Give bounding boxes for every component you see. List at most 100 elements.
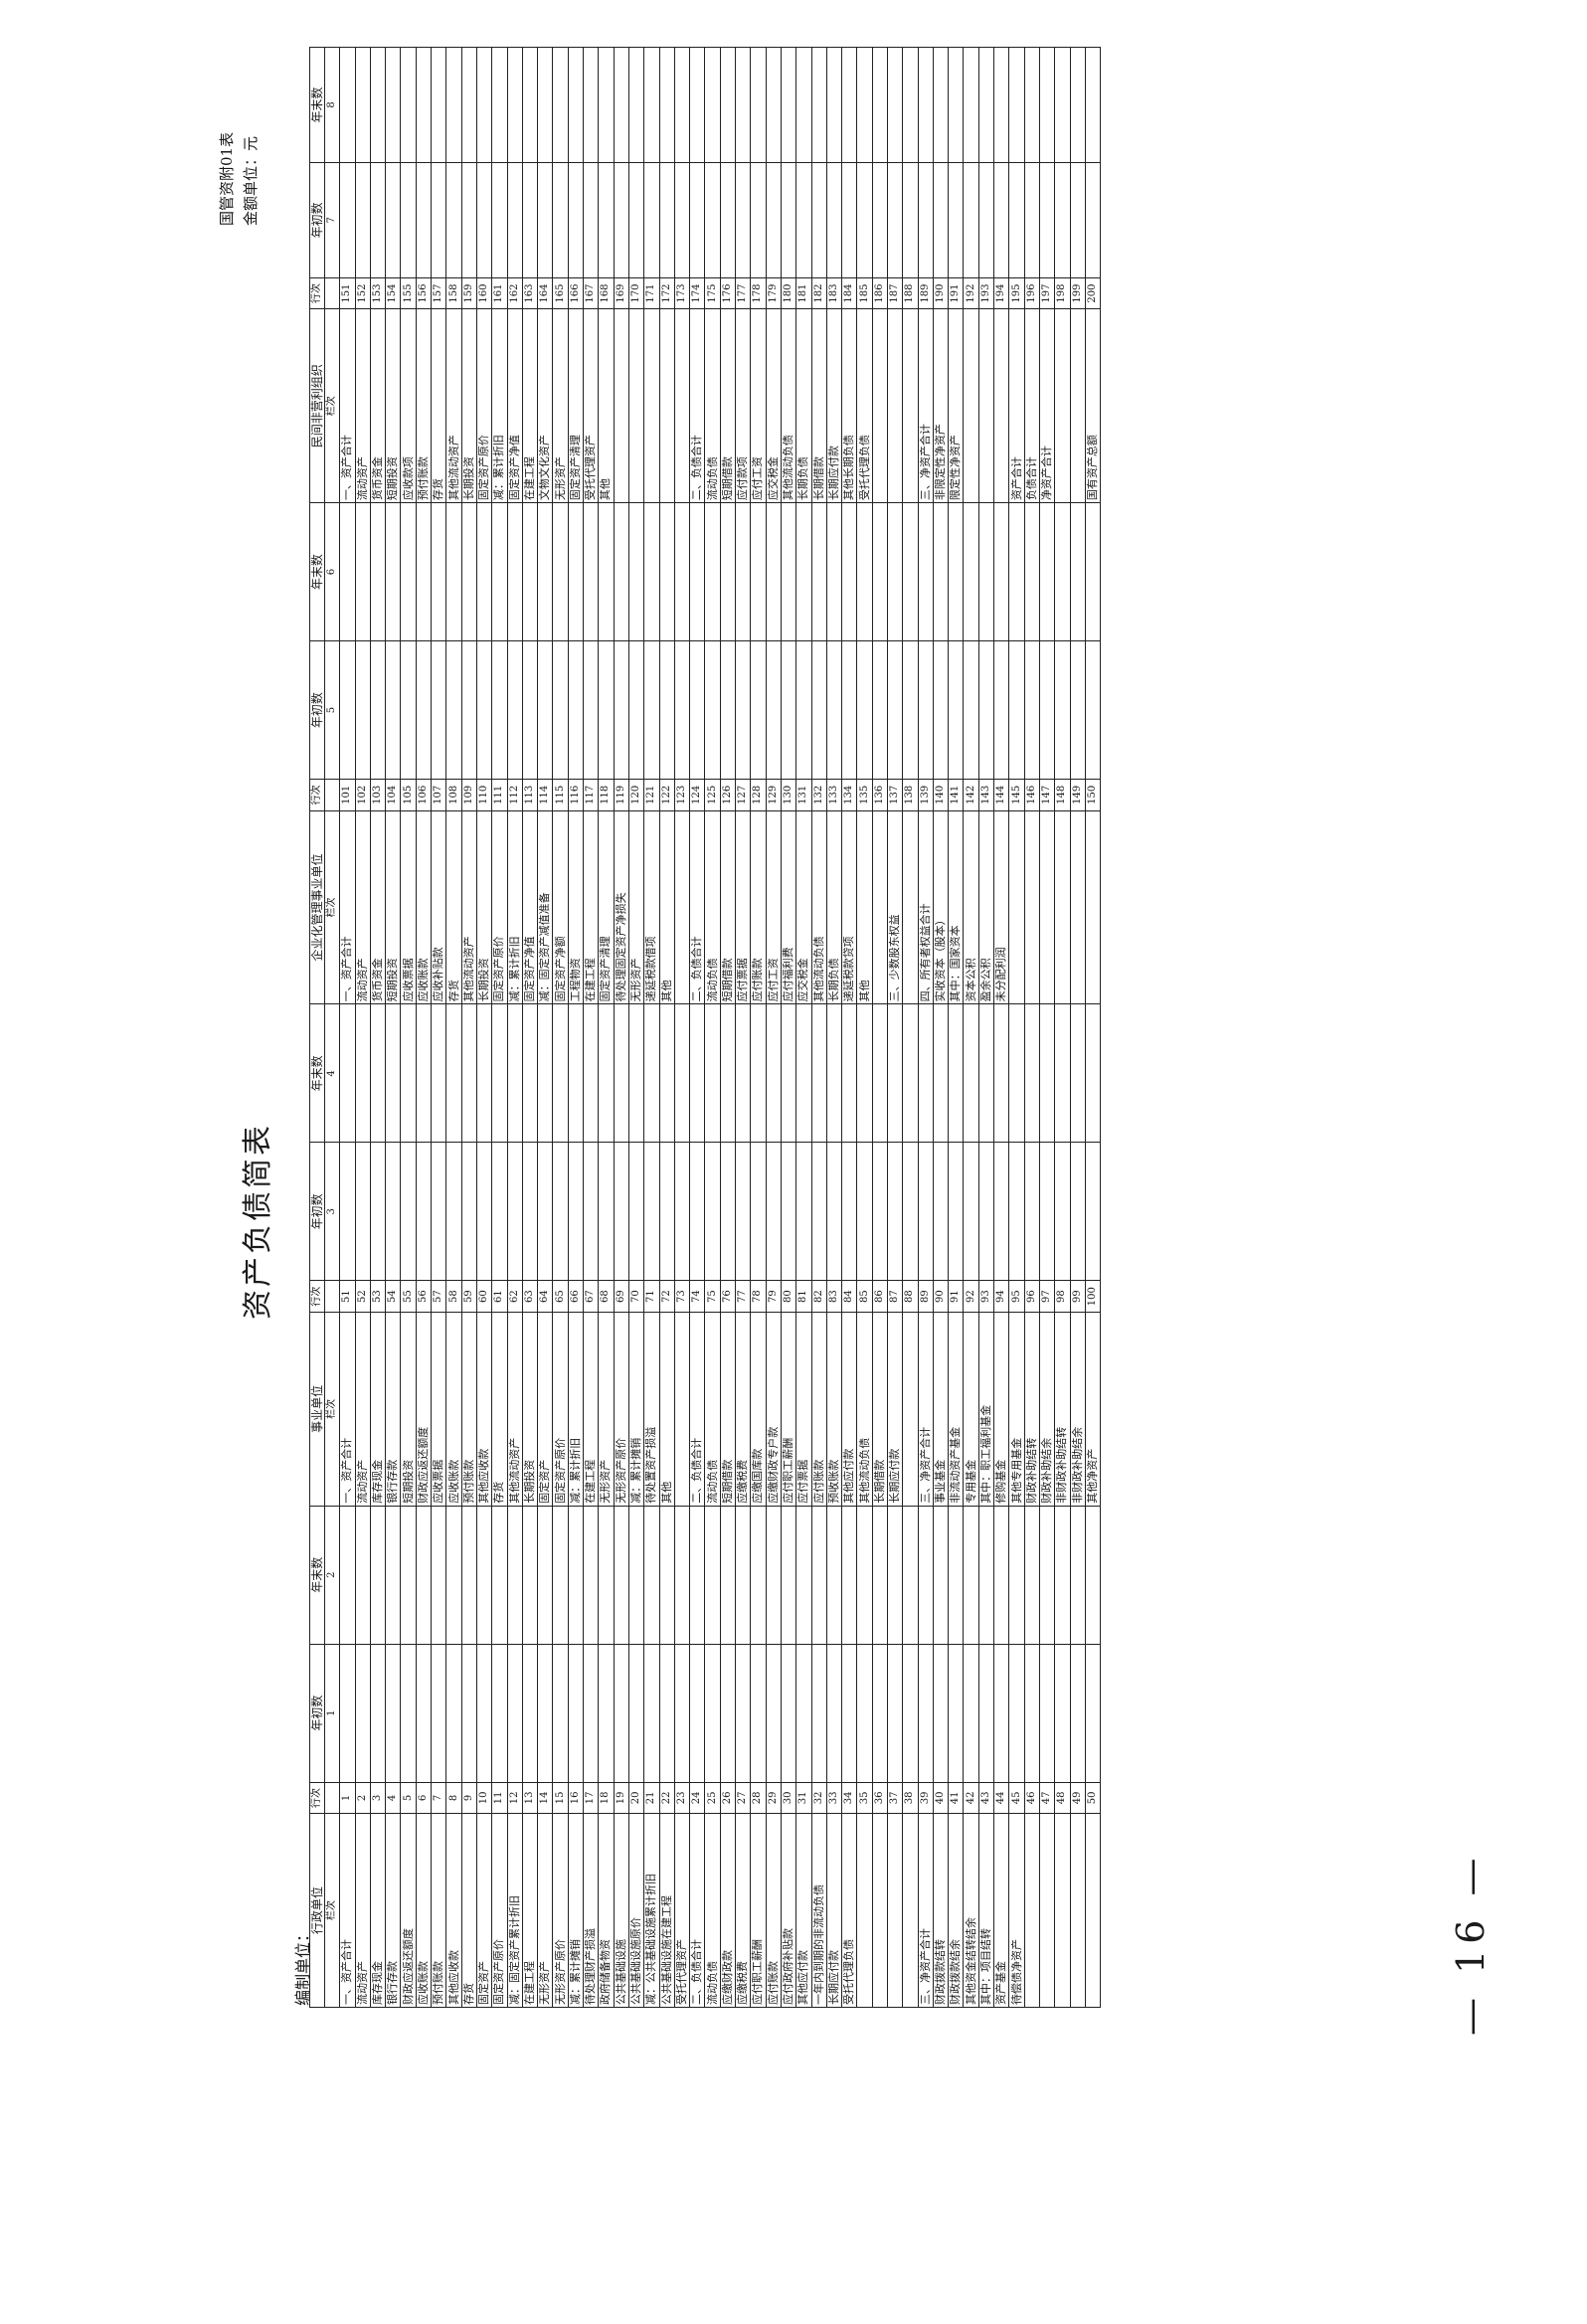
- end-amount-cell[interactable]: [507, 1506, 523, 1645]
- end-amount-cell[interactable]: [674, 502, 690, 641]
- end-amount-cell[interactable]: [902, 1003, 919, 1143]
- begin-amount-cell[interactable]: [993, 640, 1009, 780]
- begin-amount-cell[interactable]: [704, 162, 721, 278]
- end-amount-cell[interactable]: [1085, 1506, 1101, 1645]
- begin-amount-cell[interactable]: [872, 162, 888, 278]
- begin-amount-cell[interactable]: [750, 640, 767, 780]
- end-amount-cell[interactable]: [674, 47, 690, 163]
- end-amount-cell[interactable]: [416, 1003, 432, 1143]
- begin-amount-cell[interactable]: [887, 1644, 903, 1783]
- end-amount-cell[interactable]: [628, 47, 644, 163]
- begin-amount-cell[interactable]: [720, 162, 736, 278]
- end-amount-cell[interactable]: [643, 1506, 660, 1645]
- end-amount-cell[interactable]: [476, 1003, 492, 1143]
- begin-amount-cell[interactable]: [674, 1142, 690, 1281]
- begin-amount-cell[interactable]: [583, 1644, 599, 1783]
- begin-amount-cell[interactable]: [416, 640, 432, 780]
- begin-amount-cell[interactable]: [1070, 162, 1086, 278]
- begin-amount-cell[interactable]: [598, 162, 615, 278]
- end-amount-cell[interactable]: [704, 502, 721, 641]
- end-amount-cell[interactable]: [978, 47, 994, 163]
- end-amount-cell[interactable]: [963, 47, 979, 163]
- end-amount-cell[interactable]: [385, 502, 401, 641]
- end-amount-cell[interactable]: [416, 47, 432, 163]
- begin-amount-cell[interactable]: [1008, 1142, 1025, 1281]
- begin-amount-cell[interactable]: [689, 640, 705, 780]
- begin-amount-cell[interactable]: [811, 640, 827, 780]
- end-amount-cell[interactable]: [507, 502, 523, 641]
- begin-amount-cell[interactable]: [1039, 1142, 1055, 1281]
- begin-amount-cell[interactable]: [598, 1142, 615, 1281]
- begin-amount-cell[interactable]: [355, 1142, 371, 1281]
- end-amount-cell[interactable]: [948, 47, 964, 163]
- begin-amount-cell[interactable]: [735, 1142, 751, 1281]
- begin-amount-cell[interactable]: [856, 1644, 873, 1783]
- end-amount-cell[interactable]: [643, 1003, 660, 1143]
- begin-amount-cell[interactable]: [781, 640, 796, 780]
- end-amount-cell[interactable]: [735, 1003, 751, 1143]
- begin-amount-cell[interactable]: [339, 1644, 356, 1783]
- begin-amount-cell[interactable]: [370, 640, 386, 780]
- begin-amount-cell[interactable]: [431, 162, 446, 278]
- begin-amount-cell[interactable]: [491, 640, 508, 780]
- begin-amount-cell[interactable]: [1085, 162, 1101, 278]
- end-amount-cell[interactable]: [355, 1003, 371, 1143]
- begin-amount-cell[interactable]: [461, 162, 477, 278]
- end-amount-cell[interactable]: [795, 47, 811, 163]
- end-amount-cell[interactable]: [1024, 1506, 1040, 1645]
- end-amount-cell[interactable]: [431, 502, 446, 641]
- end-amount-cell[interactable]: [659, 502, 675, 641]
- end-amount-cell[interactable]: [720, 502, 736, 641]
- end-amount-cell[interactable]: [385, 1003, 401, 1143]
- end-amount-cell[interactable]: [431, 1003, 446, 1143]
- begin-amount-cell[interactable]: [674, 162, 690, 278]
- end-amount-cell[interactable]: [628, 1506, 644, 1645]
- end-amount-cell[interactable]: [614, 1003, 629, 1143]
- end-amount-cell[interactable]: [370, 47, 386, 163]
- begin-amount-cell[interactable]: [993, 162, 1009, 278]
- end-amount-cell[interactable]: [674, 1003, 690, 1143]
- begin-amount-cell[interactable]: [781, 1142, 796, 1281]
- end-amount-cell[interactable]: [887, 502, 903, 641]
- end-amount-cell[interactable]: [674, 1506, 690, 1645]
- end-amount-cell[interactable]: [400, 1003, 417, 1143]
- begin-amount-cell[interactable]: [628, 162, 644, 278]
- end-amount-cell[interactable]: [887, 1506, 903, 1645]
- begin-amount-cell[interactable]: [872, 1644, 888, 1783]
- end-amount-cell[interactable]: [1008, 1003, 1025, 1143]
- begin-amount-cell[interactable]: [370, 162, 386, 278]
- begin-amount-cell[interactable]: [856, 640, 873, 780]
- end-amount-cell[interactable]: [1008, 502, 1025, 641]
- begin-amount-cell[interactable]: [781, 162, 796, 278]
- begin-amount-cell[interactable]: [918, 1142, 934, 1281]
- begin-amount-cell[interactable]: [887, 1142, 903, 1281]
- end-amount-cell[interactable]: [370, 1506, 386, 1645]
- end-amount-cell[interactable]: [933, 1506, 949, 1645]
- end-amount-cell[interactable]: [1024, 502, 1040, 641]
- end-amount-cell[interactable]: [689, 502, 705, 641]
- begin-amount-cell[interactable]: [918, 640, 934, 780]
- end-amount-cell[interactable]: [720, 1003, 736, 1143]
- end-amount-cell[interactable]: [598, 47, 615, 163]
- end-amount-cell[interactable]: [598, 1506, 615, 1645]
- begin-amount-cell[interactable]: [1070, 640, 1086, 780]
- begin-amount-cell[interactable]: [583, 162, 599, 278]
- begin-amount-cell[interactable]: [795, 640, 811, 780]
- end-amount-cell[interactable]: [948, 502, 964, 641]
- end-amount-cell[interactable]: [1039, 502, 1055, 641]
- begin-amount-cell[interactable]: [826, 1644, 842, 1783]
- end-amount-cell[interactable]: [811, 1506, 827, 1645]
- begin-amount-cell[interactable]: [1054, 162, 1071, 278]
- end-amount-cell[interactable]: [826, 502, 842, 641]
- end-amount-cell[interactable]: [445, 47, 462, 163]
- begin-amount-cell[interactable]: [400, 1142, 417, 1281]
- begin-amount-cell[interactable]: [537, 162, 553, 278]
- begin-amount-cell[interactable]: [689, 1644, 705, 1783]
- end-amount-cell[interactable]: [963, 1506, 979, 1645]
- begin-amount-cell[interactable]: [933, 1644, 949, 1783]
- end-amount-cell[interactable]: [766, 1003, 782, 1143]
- begin-amount-cell[interactable]: [766, 162, 782, 278]
- end-amount-cell[interactable]: [476, 47, 492, 163]
- end-amount-cell[interactable]: [735, 502, 751, 641]
- begin-amount-cell[interactable]: [948, 162, 964, 278]
